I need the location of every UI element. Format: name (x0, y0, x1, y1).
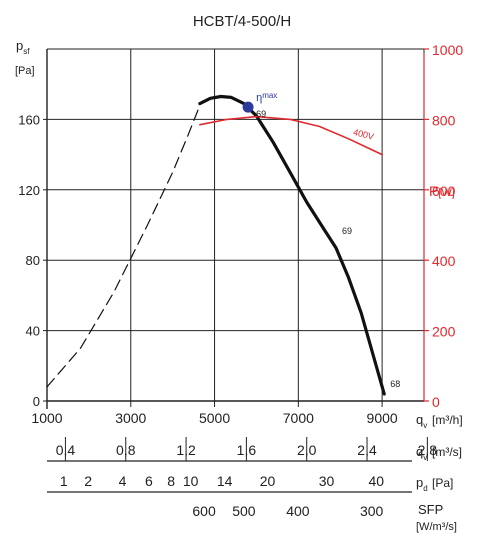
y-right-tick-label: 800 (432, 112, 456, 128)
qv-m3s-tick-label: 0,4 (56, 442, 76, 458)
qv-m3s-axis-label: qv (416, 444, 427, 462)
efficiency-label: 69 (342, 226, 352, 236)
qv-m3s-tick-label: 2,8 (418, 442, 438, 458)
axes: 0 40 80 120 160 psf [Pa] 0 200 400 600 800 1000 P[W] 1… (15, 38, 463, 430)
efficiency-label: 69 (256, 109, 266, 119)
series-group: 400V (46, 94, 386, 396)
pd-axis-label: pd (416, 475, 428, 493)
pd-tick-label: 1 (60, 473, 68, 489)
x-tick-label: 9000 (367, 410, 398, 426)
pd-unit: [Pa] (432, 476, 453, 490)
y-left-tick-label: 120 (18, 183, 40, 198)
y-left-unit-label: [Pa] (15, 65, 35, 77)
y-right-tick-label: 400 (432, 253, 456, 269)
pd-tick-label: 40 (368, 473, 384, 489)
sfp-tick-label: 400 (286, 503, 310, 519)
sfp-tick-label: 500 (232, 503, 256, 519)
sfp-axis-label: SFP (418, 502, 443, 517)
pd-tick-label: 20 (260, 473, 276, 489)
y-left-axis-label: psf (16, 38, 30, 56)
eta-max-marker (242, 101, 254, 113)
qv-m3s-tick-label: 2,4 (357, 442, 377, 458)
sfp-tick-label: 300 (360, 503, 384, 519)
qv-m3s-unit: [m³/s] (432, 445, 462, 459)
pressure-curve-dashed (46, 104, 201, 388)
x-tick-label: 5000 (199, 410, 230, 426)
pressure-curve (198, 94, 386, 396)
y-left-tick-label: 80 (26, 253, 40, 268)
y-left-tick-label: 160 (18, 112, 40, 127)
pd-tick-label: 4 (119, 473, 127, 489)
sfp-unit: [W/m³/s] (416, 521, 457, 533)
pd-tick-label: 10 (183, 473, 199, 489)
pd-tick-label: 6 (145, 473, 153, 489)
qv-m3s-tick-label: 0,8 (116, 442, 136, 458)
y-right-tick-label: 1000 (432, 42, 463, 58)
x-tick-label: 3000 (115, 410, 146, 426)
eta-max-label: ηmax (256, 91, 277, 104)
pd-tick-label: 14 (217, 473, 233, 489)
qv-m3s-tick-label: 2,0 (297, 442, 317, 458)
y-left-tick-label: 0 (33, 394, 40, 409)
pd-tick-label: 30 (319, 473, 335, 489)
sfp-tick-label: 600 (192, 503, 216, 519)
y-right-tick-label: 200 (432, 324, 456, 340)
grid (46, 48, 425, 409)
y-right-axis-label: P[W] (429, 183, 455, 199)
annotations: ηmax 69 69 68 (242, 91, 400, 389)
y-right-tick-label: 600 (432, 183, 456, 199)
chart-title: HCBT/4-500/H (193, 13, 291, 30)
pd-tick-label: 2 (84, 473, 92, 489)
power-curve-label: 400V (352, 127, 375, 142)
qv-m3s-tick-label: 1,2 (176, 442, 196, 458)
x-tick-label: 1000 (31, 410, 62, 426)
x-axis-label: qv (416, 412, 427, 430)
y-right-tick-label: 0 (432, 394, 440, 410)
x-axis-unit: [m³/h] (432, 413, 463, 427)
x-tick-label: 7000 (283, 410, 314, 426)
secondary-scales: 0,4 0,8 1,2 1,6 2,0 2,4 2,8qv [m³/s] 1 2 4 6 8 10 14 20… (47, 437, 462, 533)
efficiency-label: 68 (390, 379, 400, 389)
y-left-tick-label: 40 (26, 324, 40, 339)
power-curve (199, 115, 383, 156)
pd-tick-label: 8 (167, 473, 175, 489)
qv-m3s-tick-label: 1,6 (237, 442, 257, 458)
